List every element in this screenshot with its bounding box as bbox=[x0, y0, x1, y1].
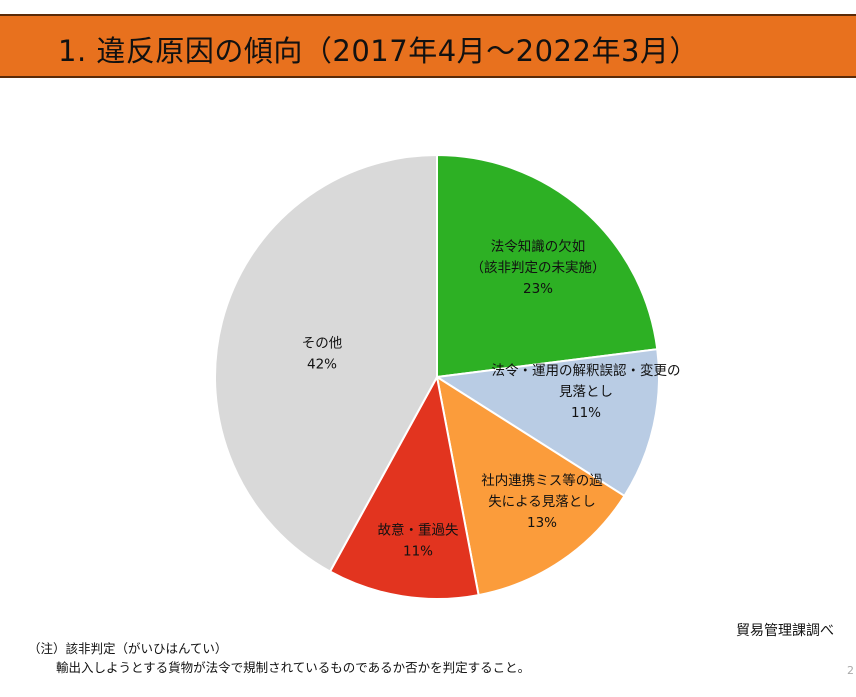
pie-slice-1 bbox=[436, 153, 659, 379]
slice-3-label-line-1: 社内連携ミス等の過 bbox=[481, 472, 603, 489]
slice-3-label-line-2: 失による見落とし bbox=[488, 494, 596, 510]
title-bar: 1. 違反原因の傾向（2017年4月～2022年3月） bbox=[0, 14, 856, 78]
slice-5-percent-label: 42% bbox=[307, 357, 337, 373]
source-credit: 貿易管理課調べ bbox=[736, 623, 834, 639]
slice-1-label-line-2: （該非判定の未実施） bbox=[471, 260, 606, 276]
pie-slice-3 bbox=[435, 374, 626, 597]
footnote-title: （注）該非判定（がいひはんてい） bbox=[28, 641, 228, 656]
slice-4-percent-label: 11% bbox=[403, 544, 433, 560]
slice-5-label-line-1: その他 bbox=[302, 336, 343, 352]
slice-1-label-line-1: 法令知識の欠如 bbox=[491, 238, 586, 255]
slice-1-percent-label: 23% bbox=[523, 281, 553, 297]
page-title: 1. 違反原因の傾向（2017年4月～2022年3月） bbox=[58, 34, 699, 68]
page-number: 2 bbox=[847, 664, 854, 677]
slice-2-label-line-1: 法令・運用の解釈誤認・変更の bbox=[492, 362, 681, 379]
pie-slice-4 bbox=[328, 374, 480, 600]
slice-3-percent-label: 13% bbox=[527, 515, 557, 531]
slice-2-percent-label: 11% bbox=[571, 405, 601, 421]
footnote-text: 輸出入しようとする貨物が法令で規制されているものであるか否かを判定すること。 bbox=[56, 660, 531, 675]
pie-slice-2 bbox=[434, 348, 660, 498]
slice-4-label-line-1: 故意・重過失 bbox=[378, 522, 459, 539]
slice-2-label-line-2: 見落とし bbox=[559, 384, 613, 400]
pie-slice-5 bbox=[214, 153, 438, 573]
